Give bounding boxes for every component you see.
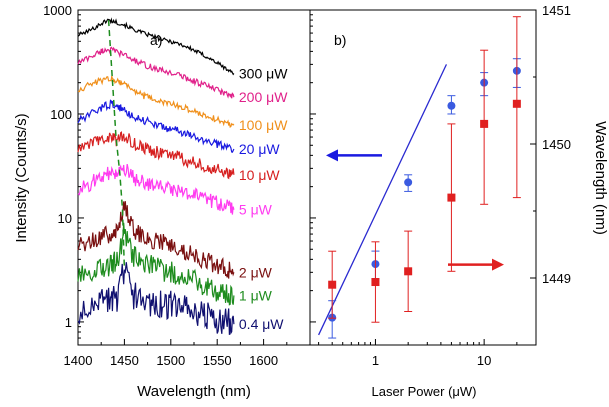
b-point-square xyxy=(447,193,456,202)
panel-a: a) Wavelength (nm) Intensity (Counts/s) … xyxy=(13,3,311,400)
panel-a-series xyxy=(77,17,235,335)
panel-a-ylabel: Intensity (Counts/s) xyxy=(13,113,30,242)
a-series-line xyxy=(77,17,235,76)
panel-b-fit xyxy=(318,64,448,336)
a-curve-label: 200 μW xyxy=(239,89,288,105)
panel-a-x-ticks: 1400 1450 1500 1550 1600 xyxy=(64,339,288,368)
a-series-line xyxy=(77,201,235,279)
b-point-square xyxy=(480,119,489,128)
a-series-line xyxy=(77,99,235,153)
b-point-square xyxy=(404,267,413,276)
a-curve-label: 5 μW xyxy=(239,202,273,218)
panel-b-left-ticks xyxy=(310,14,316,323)
b-x-tick-label: 1 xyxy=(372,353,379,368)
b-right-tick-label: 1451 xyxy=(542,3,571,18)
b-point-square xyxy=(328,280,337,289)
a-series-line xyxy=(77,222,235,306)
a-curve-label: 100 μW xyxy=(239,117,288,133)
b-x-tick-label: 10 xyxy=(477,353,491,368)
a-series-line xyxy=(77,75,235,128)
a-series-line xyxy=(77,131,235,180)
panel-b-xlabel: Laser Power (μW) xyxy=(371,384,476,399)
panel-a-xlabel: Wavelength (nm) xyxy=(137,383,251,400)
panel-b-right-ticks: 1449 1450 1451 xyxy=(530,3,571,346)
panel-b-ylabel-right: Wavelength (nm) xyxy=(592,121,609,235)
b-arrow-right-head xyxy=(492,258,504,271)
panel-b-series xyxy=(328,16,521,339)
a-y-tick-label: 1 xyxy=(65,315,72,330)
b-point-circle xyxy=(447,101,456,110)
panel-b-arrows xyxy=(326,149,504,271)
a-series-line xyxy=(77,163,235,215)
a-y-tick-label: 1000 xyxy=(43,3,72,18)
b-point-square xyxy=(512,99,521,108)
a-curve-label: 10 μW xyxy=(239,167,281,183)
panel-b-x-ticks: 1 10 xyxy=(318,339,537,368)
b-right-tick-label: 1450 xyxy=(542,137,571,152)
a-x-tick-label: 1600 xyxy=(249,353,278,368)
b-fit-line xyxy=(318,64,448,336)
a-series-line xyxy=(77,262,235,335)
a-curve-label: 1 μW xyxy=(239,287,273,303)
panel-b: b) Laser Power (μW) Wavelength (nm) 1 10 … xyxy=(309,3,609,399)
a-curve-label: 2 μW xyxy=(239,264,273,280)
a-curve-label: 300 μW xyxy=(239,66,288,82)
a-peak-trace xyxy=(107,20,126,270)
panel-a-curve-labels: 300 μW 200 μW 100 μW 20 μW 10 μW 5 μW 2 μW 1 μW… xyxy=(239,66,288,333)
panel-b-frame xyxy=(309,9,537,346)
panel-a-y-ticks: 1 10 100 1000 xyxy=(43,3,84,339)
b-point-circle xyxy=(404,178,413,187)
a-x-tick-label: 1400 xyxy=(64,353,93,368)
a-curve-label: 20 μW xyxy=(239,141,281,157)
a-x-tick-label: 1550 xyxy=(203,353,232,368)
b-right-tick-label: 1449 xyxy=(542,271,571,286)
b-arrow-left-head xyxy=(326,149,338,162)
a-x-tick-label: 1450 xyxy=(110,353,139,368)
a-y-tick-label: 100 xyxy=(50,107,72,122)
a-curve-label: 0.4 μW xyxy=(239,316,284,332)
b-point-square xyxy=(371,278,380,287)
a-y-tick-label: 10 xyxy=(58,211,72,226)
a-x-tick-label: 1500 xyxy=(156,353,185,368)
panel-b-label: b) xyxy=(334,32,346,48)
a-series-line xyxy=(77,46,235,99)
